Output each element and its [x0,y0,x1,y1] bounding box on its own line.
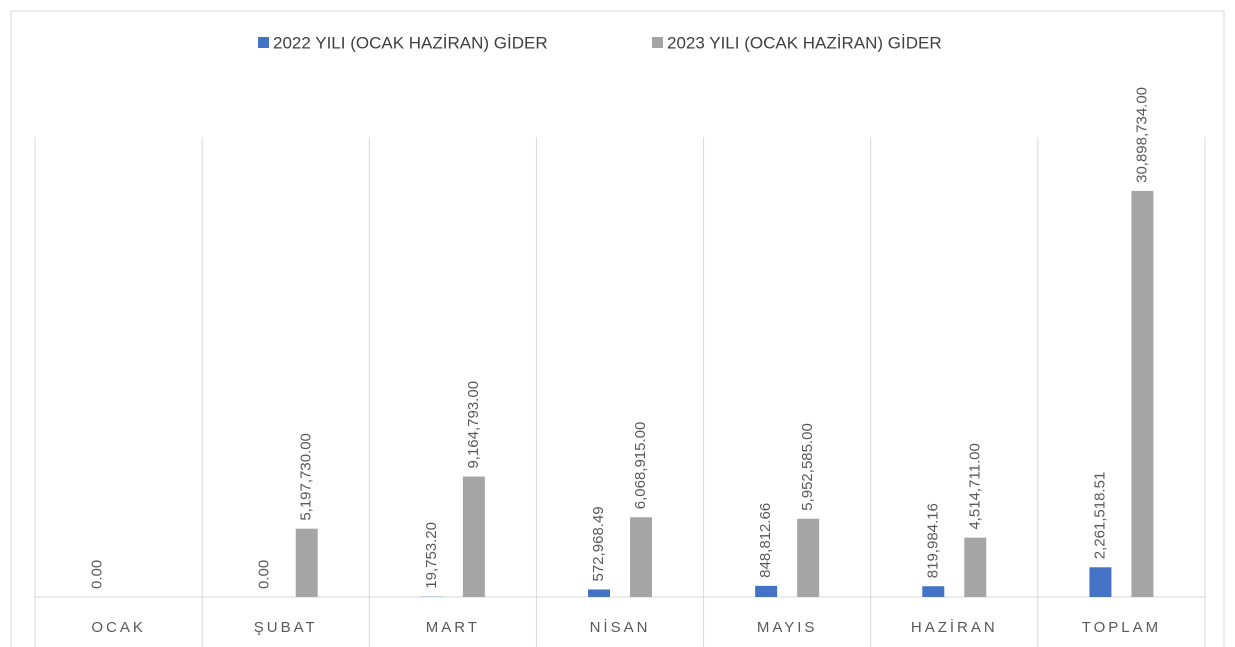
data-label: 5,197,730.00 [298,433,315,521]
bar [797,518,820,597]
data-label: 9,164,793.00 [465,381,482,469]
x-tick-label: ŞUBAT [254,619,318,636]
legend-label: 2022 YILI (OCAK HAZİRAN) GİDER [273,33,548,52]
x-tick-label: OCAK [91,619,146,636]
x-tick-label: MAYIS [757,619,818,636]
bar [964,537,987,597]
bar [295,528,318,597]
data-label: 19,753.20 [423,522,440,589]
chart-frame [10,10,1225,647]
data-label: 6,068,915.00 [632,422,649,510]
bar [922,586,945,597]
legend-label: 2023 YILI (OCAK HAZİRAN) GİDER [667,33,942,52]
legend-swatch [258,37,269,48]
data-label: 4,514,711.00 [966,443,983,529]
bar [630,517,652,597]
data-label: 819,984.16 [924,503,941,578]
data-label: 0.00 [256,560,273,589]
data-label: 30,898,734.00 [1133,87,1150,183]
x-tick-label: HAZİRAN [911,618,998,636]
bar [588,589,610,597]
x-tick-label: TOPLAM [1082,619,1161,636]
legend-swatch [652,37,663,48]
data-label: 5,952,585.00 [799,423,816,511]
bar [1089,567,1112,597]
bar [755,585,778,597]
bar [1131,190,1154,598]
x-tick-label: MART [426,619,480,636]
data-label: 0.00 [89,560,106,589]
bar [462,476,485,597]
data-label: 2,261,518.51 [1091,472,1108,560]
data-label: 848,812.66 [757,503,774,578]
data-label: 572,968.49 [590,506,607,581]
x-tick-label: NİSAN [590,618,651,636]
